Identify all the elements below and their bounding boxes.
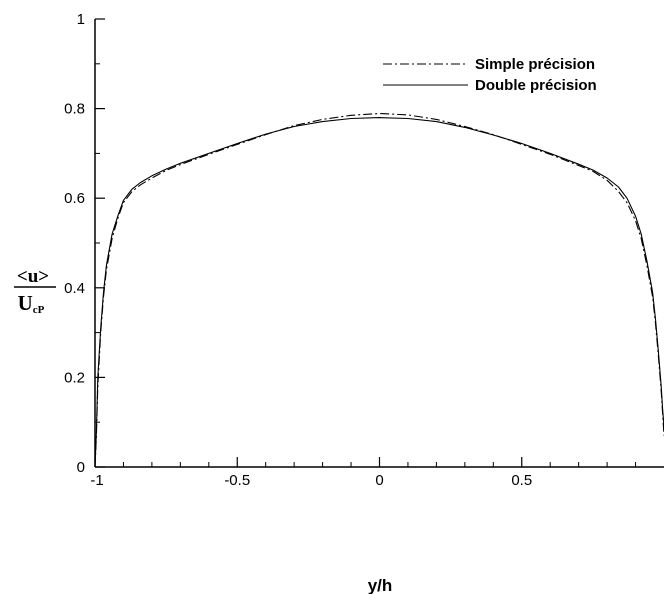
x-tick-label: 0.5 [511,472,532,489]
x-axis-ticks: -1 -0.5 0 0.5 [90,457,637,489]
y-tick-label: 1 [77,11,85,28]
legend-label: Simple précision [475,56,595,73]
series-line-simple-precision [94,112,664,468]
x-tick-label: -1 [90,472,103,489]
y-axis-label-denominator: UcP [18,291,45,316]
y-tick-label: 0.8 [64,101,85,118]
x-tick-label: -0.5 [224,472,250,489]
y-axis-label-denominator-sub: cP [33,304,45,316]
y-axis-ticks: 0 0.2 0.4 0.6 0.8 1 [64,11,105,476]
series-line-double-precision [94,117,664,468]
y-tick-label: 0.2 [64,369,85,386]
y-axis-label: <u> UcP [14,266,56,316]
x-tick-label: 0 [375,472,383,489]
y-axis-label-numerator: <u> [17,266,49,287]
series-group [94,112,664,468]
y-tick-label: 0.4 [64,280,85,297]
y-tick-label: 0 [77,459,85,476]
legend-label: Double précision [475,77,597,94]
y-axis-label-denominator-main: U [18,291,33,315]
x-axis-label: y/h [368,576,393,594]
legend: Simple précision Double précision [383,56,597,94]
y-tick-label: 0.6 [64,190,85,207]
